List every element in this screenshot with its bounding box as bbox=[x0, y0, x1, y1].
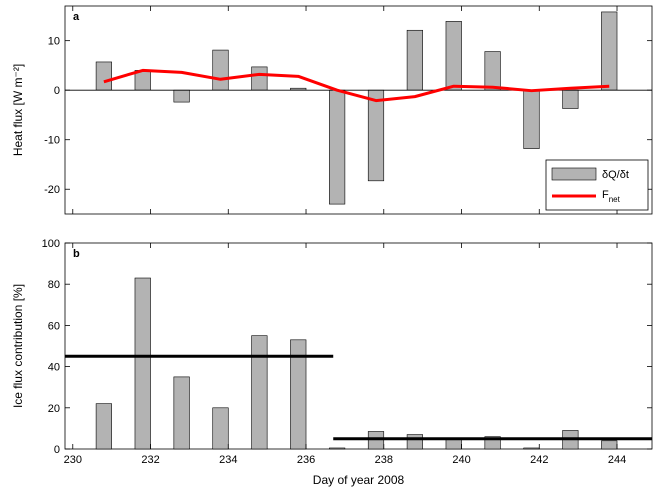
panel-b-bar bbox=[95, 403, 112, 450]
panel-b-bar bbox=[406, 434, 423, 450]
panel-a-bar bbox=[445, 21, 462, 91]
y-tick-label: 100 bbox=[42, 238, 60, 250]
x-tick-label: 244 bbox=[608, 454, 626, 466]
panel-b-y-axis-label: Ice flux contribution [%] bbox=[11, 284, 25, 408]
legend-bar-label: δQ/δt bbox=[602, 169, 629, 181]
panel-a: -20 -10 0 10 bbox=[44, 5, 653, 215]
legend-line-label-subscript: net bbox=[609, 195, 621, 204]
y-tick-label: -10 bbox=[44, 135, 60, 147]
x-tick-label: 242 bbox=[530, 454, 548, 466]
panel-b-bar bbox=[445, 438, 462, 450]
y-tick-label: 20 bbox=[48, 403, 60, 415]
legend-bar-swatch bbox=[551, 167, 597, 181]
panel-a-bar bbox=[484, 51, 501, 91]
legend-line-label-group: Fnet bbox=[602, 189, 621, 204]
panel-b-axes-frame bbox=[64, 242, 653, 450]
y-tick-label: -20 bbox=[44, 184, 60, 196]
panel-a-bar bbox=[523, 89, 540, 149]
y-tick-label: 40 bbox=[48, 362, 60, 374]
panel-a-bar bbox=[406, 29, 423, 91]
legend-box bbox=[545, 159, 649, 211]
legend-line-label: F bbox=[602, 189, 609, 201]
panel-b-bar bbox=[367, 431, 385, 450]
panel-b-bar bbox=[329, 447, 346, 450]
panel-b: 0 20 40 60 80 100 230 232 234 236 238 240 242 244 bbox=[42, 238, 653, 466]
panel-a-bar bbox=[367, 89, 385, 182]
panel-a-y-axis-label: Heat flux [W m⁻²] bbox=[11, 64, 25, 156]
panel-b-bar bbox=[251, 335, 268, 450]
x-axis-label: Day of year 2008 bbox=[313, 473, 405, 487]
panel-b-letter: b bbox=[73, 248, 80, 260]
y-tick-label: 80 bbox=[48, 279, 60, 291]
panel-b-bar bbox=[601, 440, 618, 450]
x-tick-label: 230 bbox=[64, 454, 82, 466]
x-tick-label: 238 bbox=[375, 454, 393, 466]
fnet-series-line bbox=[103, 68, 610, 103]
panel-a-bar bbox=[562, 89, 579, 109]
y-tick-label: 60 bbox=[48, 320, 60, 332]
panel-a-bar bbox=[95, 61, 112, 91]
legend: δQ/δt Fnet bbox=[545, 159, 649, 211]
panel-a-axes-frame bbox=[64, 5, 653, 215]
y-tick-label: 0 bbox=[54, 444, 60, 456]
x-tick-label: 232 bbox=[141, 454, 159, 466]
panel-a-letter: a bbox=[73, 11, 80, 23]
y-tick-label: 10 bbox=[48, 36, 60, 48]
panel-a-bar bbox=[173, 89, 190, 103]
x-tick-label: 240 bbox=[452, 454, 470, 466]
panel-b-bar bbox=[173, 376, 190, 450]
x-tick-label: 234 bbox=[219, 454, 237, 466]
panel-b-bar bbox=[134, 277, 151, 450]
x-tick-label: 236 bbox=[297, 454, 315, 466]
panel-b-bar bbox=[212, 407, 229, 450]
panel-a-bar bbox=[601, 11, 618, 91]
panel-a-bar bbox=[251, 66, 268, 91]
panel-b-bar bbox=[290, 339, 307, 450]
y-tick-label: 0 bbox=[54, 85, 60, 97]
panel-a-bar bbox=[329, 89, 346, 205]
panel-a-bar bbox=[212, 49, 229, 91]
panel-b-bar bbox=[523, 447, 540, 450]
